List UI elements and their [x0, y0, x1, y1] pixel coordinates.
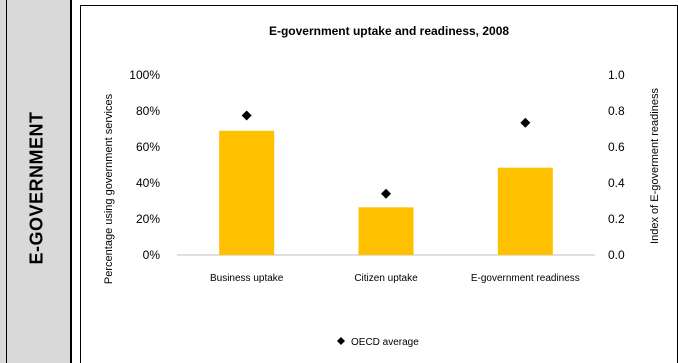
legend-label: OECD average	[351, 337, 419, 348]
y-tick-label: 20%	[136, 212, 160, 226]
y-axis-label: Percentage using government services	[103, 93, 115, 284]
right-tick-labels: 0.0 0.2 0.4 0.6 0.8 1.0	[608, 68, 625, 262]
y2-tick-label: 1.0	[608, 68, 625, 82]
category-label: E-government readiness	[471, 273, 580, 284]
bars	[219, 130, 553, 255]
oecd-average-marker	[520, 117, 531, 128]
y-tick-label: 100%	[129, 68, 160, 82]
y2-tick-label: 0.6	[608, 140, 625, 154]
oecd-average-marker	[241, 110, 252, 121]
y2-tick-label: 0.0	[608, 248, 625, 262]
side-band-rule	[6, 0, 7, 363]
y2-tick-label: 0.2	[608, 212, 625, 226]
y-tick-label: 40%	[136, 176, 160, 190]
category-label: Business uptake	[210, 273, 284, 284]
legend-diamond-marker	[337, 337, 345, 345]
oecd-average-marker	[381, 188, 391, 199]
bar	[358, 207, 414, 255]
category-label: Citizen uptake	[354, 273, 418, 284]
top-frame	[80, 0, 678, 6]
section-side-band: E-GOVERNMENT	[0, 0, 72, 363]
markers	[241, 110, 531, 199]
left-tick-labels: 0% 20% 40% 60% 80% 100%	[129, 68, 160, 262]
y-tick-label: 0%	[143, 248, 161, 262]
chart-title: E-government uptake and readiness, 2008	[269, 24, 509, 38]
y2-tick-label: 0.8	[608, 104, 625, 118]
y-tick-label: 60%	[136, 140, 160, 154]
legend: OECD average	[337, 337, 419, 348]
category-labels: Business uptake Citizen uptake E-governmen…	[210, 273, 580, 284]
y2-axis-label: Index of E-goverment readiness	[649, 88, 661, 244]
y2-tick-label: 0.4	[608, 176, 625, 190]
bar	[497, 167, 553, 255]
y-tick-label: 80%	[136, 104, 160, 118]
bar	[219, 130, 275, 255]
